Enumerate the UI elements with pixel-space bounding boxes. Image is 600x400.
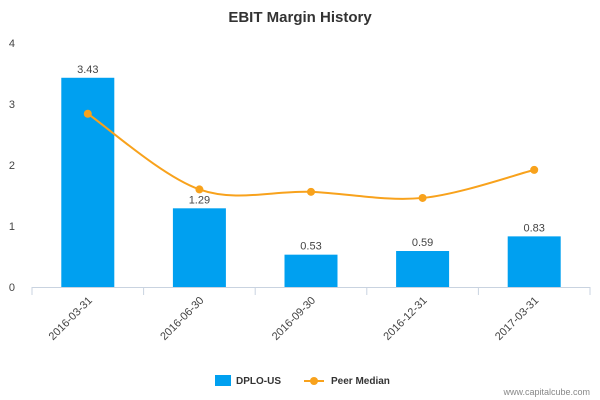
peer-median-point-2016-06-30[interactable] [195,185,204,194]
legend-swatch-dplo [215,375,231,386]
x-tick-label: 2017-03-31 [493,295,541,343]
legend-marker-peer-median [310,377,318,385]
peer-median-line [87,112,535,200]
peer-median-point-2017-03-31[interactable] [530,165,539,174]
peer-median-series [83,109,539,202]
bar-series [61,77,561,288]
y-axis: 0 1 2 3 4 [9,38,15,294]
y-tick-label: 0 [9,282,15,294]
peer-median-point-2016-03-31[interactable] [83,109,92,118]
bar-2016-06-30[interactable] [172,208,226,287]
bar-2016-09-30[interactable] [284,254,338,287]
watermark: www.capitalcube.com [502,387,590,397]
bar-2017-03-31[interactable] [507,236,561,287]
y-tick-label: 4 [9,38,15,50]
legend-label-dplo[interactable]: DPLO-US [236,376,281,387]
data-labels: 3.43 1.29 0.53 0.59 0.83 [77,64,545,253]
data-label: 0.83 [523,222,544,234]
y-tick-label: 2 [9,160,15,172]
x-tick-label: 2016-09-30 [270,295,318,343]
y-tick-label: 1 [9,221,15,233]
data-label: 1.29 [189,194,210,206]
x-tick-label: 2016-03-31 [47,295,95,343]
data-label: 0.53 [300,241,321,253]
legend: DPLO-US Peer Median [215,375,390,387]
x-axis: 2016-03-31 2016-06-30 2016-09-30 2016-12-31… [31,287,591,343]
bar-2016-12-31[interactable] [396,251,450,287]
legend-label-peer-median[interactable]: Peer Median [331,376,390,387]
data-label: 3.43 [77,64,98,76]
x-tick-label: 2016-06-30 [158,295,206,343]
y-tick-label: 3 [9,99,15,111]
bar-2016-03-31[interactable] [61,77,115,288]
peer-median-point-2016-09-30[interactable] [307,187,315,196]
chart-title: EBIT Margin History [228,9,372,26]
peer-median-point-2016-12-31[interactable] [418,193,427,202]
x-tick-label: 2016-12-31 [381,295,429,343]
data-label: 0.59 [412,237,433,249]
